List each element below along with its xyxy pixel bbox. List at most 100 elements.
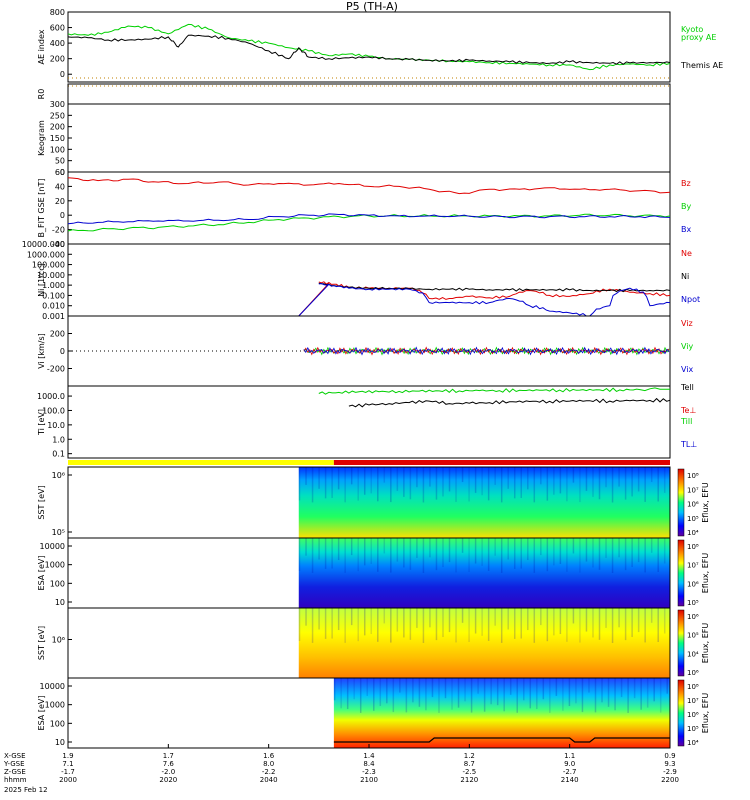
- sst-ion-panel-texture: [357, 467, 359, 501]
- esa-ion-panel-texture: [579, 538, 581, 573]
- sst-electron-panel-texture: [363, 608, 366, 636]
- esa-electron-panel-texture: [483, 678, 486, 712]
- esa-ion-panel-colorbar-tick: 10⁶: [687, 580, 699, 588]
- sst-electron-panel-texture: [337, 608, 340, 631]
- esa-ion-panel-texture: [611, 538, 614, 573]
- sst-electron-panel-texture: [611, 608, 614, 643]
- sst-electron-panel-texture: [357, 608, 359, 642]
- sst-electron-panel-spectrogram: [298, 608, 670, 678]
- temperature-panel-series-0: [348, 397, 671, 408]
- esa-electron-panel-colorbar-tick: 10⁵: [687, 725, 699, 733]
- sst-ion-panel-texture: [513, 467, 516, 499]
- sst-ion-panel-texture: [592, 467, 594, 497]
- sst-electron-panel-texture: [409, 608, 412, 640]
- sst-ion-panel-texture: [468, 467, 470, 502]
- esa-ion-panel-texture: [442, 538, 444, 568]
- sst-electron-panel-texture: [605, 608, 607, 628]
- sst-electron-panel-colorbar: [677, 609, 685, 677]
- sst-electron-panel-colorbar-tick: 10⁶: [687, 669, 699, 677]
- esa-electron-panel-texture: [386, 678, 388, 704]
- ae-panel-ytick-label: 800: [50, 8, 65, 17]
- bfield-panel-ytick-label: 20: [55, 197, 65, 206]
- sst-electron-panel-texture: [481, 608, 483, 636]
- sst-ion-panel-texture: [637, 467, 640, 492]
- esa-electron-panel-texture: [529, 678, 532, 709]
- esa-electron-panel-texture: [340, 678, 342, 709]
- temperature-panel-ytick-label: 1.0: [52, 435, 65, 444]
- density-panel-legend-2: Npot: [681, 295, 700, 304]
- esa-ion-panel-texture: [318, 538, 320, 560]
- esa-electron-panel-texture: [405, 678, 408, 713]
- keogram-panel-frame: [67, 103, 671, 173]
- sst-electron-panel-texture: [455, 608, 457, 643]
- sst-electron-panel-texture: [390, 608, 392, 643]
- sst-electron-panel-texture: [377, 608, 379, 642]
- esa-ion-panel-texture: [500, 538, 503, 573]
- sst-ion-panel-texture: [403, 467, 405, 497]
- esa-ion-panel-texture: [403, 538, 405, 568]
- sst-electron-panel-texture: [520, 608, 523, 639]
- sst-electron-panel-texture: [344, 608, 346, 643]
- esa-ion-panel-texture: [585, 538, 588, 562]
- esa-electron-panel-texture: [653, 678, 655, 702]
- keogram-panel-ytick-label: 250: [50, 111, 65, 120]
- esa-electron-panel-ytick-label: 10: [55, 738, 65, 747]
- sst-electron-panel-texture: [553, 608, 555, 636]
- sst-ion-panel-colorbar-tick: 10⁷: [687, 486, 699, 494]
- density-panel-ytick-label: 10.000: [37, 271, 65, 280]
- sst-electron-panel-texture: [663, 608, 666, 634]
- esa-ion-panel-texture: [566, 538, 568, 572]
- esa-electron-panel-texture: [477, 678, 479, 694]
- density-panel-frame: [67, 243, 671, 317]
- esa-electron-panel-texture: [438, 678, 440, 713]
- esa-electron-panel-texture: [496, 678, 499, 706]
- ephem-z: -2.3: [362, 768, 376, 776]
- esa-ion-panel-texture: [494, 538, 496, 556]
- esa-electron-panel-texture: [373, 678, 375, 711]
- sst-electron-panel-texture: [500, 608, 503, 643]
- sst-electron-panel-texture: [618, 608, 620, 628]
- sst-electron-panel-texture: [494, 608, 496, 626]
- esa-ion-panel-texture: [546, 538, 549, 572]
- esa-electron-panel-colorbar-tick: 10⁸: [687, 683, 699, 691]
- esa-ion-panel-texture: [572, 538, 575, 554]
- velocity-panel-series-2: [303, 346, 670, 356]
- esa-electron-panel-texture: [542, 678, 545, 700]
- sst-ion-panel-texture: [448, 467, 451, 492]
- esa-ion-panel-ytick-label: 10: [55, 598, 65, 607]
- ephem-z: -2.2: [262, 768, 276, 776]
- esa-ion-panel-ylabel: ESA [eV]: [37, 556, 46, 591]
- esa-electron-panel-texture: [470, 678, 473, 713]
- sst-electron-panel-texture: [383, 608, 386, 624]
- sst-electron-panel-texture: [513, 608, 516, 639]
- esa-electron-panel-ytick-label: 100: [50, 719, 65, 728]
- time-tick-label: 2200: [661, 776, 679, 784]
- sst-ion-panel-texture: [337, 467, 340, 490]
- temperature-panel-legend-0: Tell: [680, 383, 694, 392]
- sst-ion-panel-texture: [409, 467, 412, 500]
- sst-electron-panel-colorbar-tick: 10⁴: [687, 650, 699, 658]
- esa-ion-panel-spectrogram: [298, 538, 670, 608]
- sst-electron-panel-texture: [396, 608, 399, 632]
- bfield-panel-series-2: [67, 213, 671, 225]
- sst-electron-panel-texture: [305, 608, 307, 626]
- sst-electron-panel-texture: [416, 608, 418, 628]
- bfield-panel-ylabel: B_FIT GSE [nT]: [37, 179, 46, 238]
- ae-panel-series-0: [67, 23, 671, 71]
- sst-ion-panel-colorbar-tick: 10⁴: [687, 529, 699, 537]
- sst-electron-panel-texture: [487, 608, 490, 641]
- sst-electron-panel-texture: [527, 608, 529, 631]
- esa-ion-panel-texture: [513, 538, 516, 569]
- esa-ion-panel-texture: [409, 538, 412, 570]
- sst-ion-panel-texture: [383, 467, 386, 483]
- bfield-panel-frame: [67, 171, 671, 245]
- esa-ion-panel-texture: [350, 538, 353, 556]
- esa-ion-panel-texture: [637, 538, 640, 563]
- esa-ion-panel-texture: [311, 538, 314, 573]
- sst-ion-panel-texture: [377, 467, 379, 502]
- esa-ion-panel-texture: [624, 538, 627, 571]
- esa-electron-panel-texture: [431, 678, 434, 698]
- sst-ion-panel-texture: [579, 467, 581, 503]
